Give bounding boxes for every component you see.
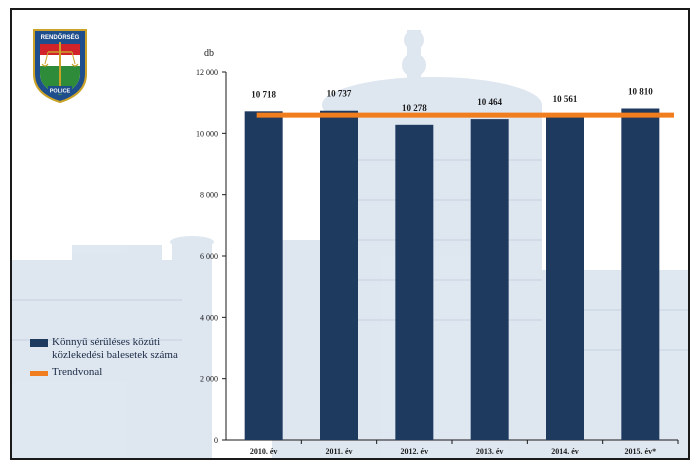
legend-item-trend: Trendvonal: [28, 366, 198, 379]
y-axis-label: db: [204, 48, 214, 59]
x-tick-label: 2010. év: [250, 447, 278, 456]
legend-trend-label: Trendvonal: [52, 366, 103, 378]
chart-legend: Könnyű sérüléses közúti közlekedési bale…: [28, 336, 198, 379]
x-tick-label: 2014. év: [551, 447, 579, 456]
badge-bottom-text: POLICE: [50, 89, 71, 95]
legend-trend-swatch: [30, 371, 48, 376]
data-label: 10 718: [251, 89, 276, 99]
y-tick-label: 8 000: [200, 191, 218, 200]
bar: [320, 110, 358, 441]
legend-bar-swatch: [30, 339, 48, 347]
x-tick-label: 2015. év*: [625, 447, 657, 456]
bar: [395, 124, 434, 441]
bar: [470, 119, 509, 440]
police-badge-logo: RENDŐRSÉG POLICE: [33, 29, 87, 104]
data-label: 10 561: [553, 94, 578, 104]
y-tick-label: 6 000: [200, 252, 218, 261]
legend-item-bars: Könnyű sérüléses közúti közlekedési bale…: [28, 336, 198, 362]
bar: [244, 111, 283, 440]
data-label: 10 737: [327, 89, 352, 99]
y-tick-label: 10 000: [196, 129, 218, 138]
bar: [546, 116, 584, 440]
x-tick-label: 2011. év: [325, 447, 352, 456]
data-label: 10 810: [628, 86, 653, 96]
data-label: 10 464: [477, 97, 502, 107]
legend-bar-label: Könnyű sérüléses közúti közlekedési bale…: [52, 336, 178, 361]
x-tick-label: 2012. év: [401, 447, 429, 456]
x-tick-label: 2013. év: [476, 447, 504, 456]
data-label: 10 278: [402, 103, 427, 113]
y-tick-label: 4 000: [200, 313, 218, 322]
bar: [621, 108, 660, 440]
y-tick-label: 12 000: [196, 68, 218, 77]
badge-top-text: RENDŐRSÉG: [41, 33, 80, 41]
y-tick-label: 2 000: [200, 375, 218, 384]
y-tick-label: 0: [214, 436, 218, 445]
